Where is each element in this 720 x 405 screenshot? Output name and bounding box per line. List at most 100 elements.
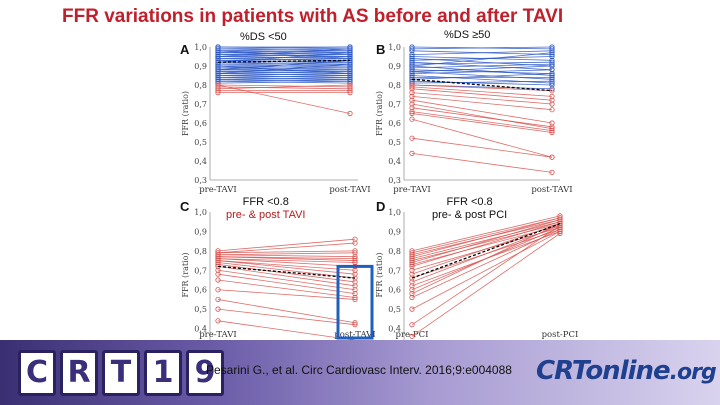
blue-series-line bbox=[217, 69, 351, 73]
logo-char: T bbox=[102, 350, 140, 396]
blue-series-line bbox=[217, 54, 351, 57]
red-series-point bbox=[409, 254, 415, 260]
blue-series-line bbox=[411, 63, 553, 69]
logo-char: 1 bbox=[144, 350, 182, 396]
blue-series-point bbox=[409, 69, 415, 75]
red-series-point bbox=[215, 250, 221, 256]
blue-series-point bbox=[549, 63, 555, 69]
red-series-point bbox=[409, 93, 415, 100]
blue-series-point bbox=[549, 53, 555, 60]
red-series-point bbox=[352, 296, 358, 303]
mean-line bbox=[217, 59, 351, 63]
red-series-line bbox=[411, 233, 561, 337]
red-series-line bbox=[217, 264, 356, 283]
panel-a-subtitle: %DS <50 bbox=[240, 31, 287, 43]
red-series-line bbox=[217, 260, 356, 271]
red-series-point bbox=[215, 318, 221, 324]
red-series-line bbox=[411, 217, 561, 254]
y-tick-label: 0,7 bbox=[194, 100, 207, 109]
red-series-line bbox=[411, 99, 553, 124]
y-tick-label: 0,6 bbox=[194, 119, 207, 128]
red-series-point bbox=[352, 259, 358, 266]
blue-series-line bbox=[411, 46, 553, 50]
x-tick-label: post-TAVI bbox=[334, 330, 375, 340]
red-series-point bbox=[549, 128, 555, 134]
blue-series-point bbox=[215, 67, 221, 73]
blue-series-point bbox=[347, 50, 353, 56]
red-series-line bbox=[411, 223, 561, 261]
blue-series-point bbox=[549, 80, 555, 86]
red-series-point bbox=[409, 261, 415, 268]
crtonline-brand[interactable]: CRTonline.org bbox=[536, 356, 717, 386]
red-series-line bbox=[217, 84, 351, 88]
y-tick-label: 0,3 bbox=[194, 176, 207, 185]
red-series-line bbox=[411, 92, 553, 105]
red-series-line bbox=[217, 299, 356, 324]
red-series-point bbox=[409, 252, 415, 258]
blue-series-line bbox=[217, 48, 351, 52]
y-tick-label: 0,7 bbox=[194, 266, 207, 275]
red-series-line bbox=[217, 252, 356, 256]
red-series-line bbox=[217, 289, 356, 300]
panel-b-letter: B bbox=[376, 42, 386, 57]
red-series-point bbox=[347, 82, 353, 88]
panel-b-subtitle: %DS ≥50 bbox=[444, 29, 491, 41]
red-series-point bbox=[215, 248, 221, 254]
y-tick-label: 1,0 bbox=[388, 208, 401, 217]
panel-c-subtitle-line2: pre- & post TAVI bbox=[226, 209, 306, 221]
red-series-point bbox=[549, 88, 555, 94]
red-series-point bbox=[549, 124, 555, 130]
x-tick-label: post-TAVI bbox=[329, 185, 370, 195]
y-tick-label: 0,6 bbox=[388, 286, 401, 295]
y-tick-label: 0,8 bbox=[388, 247, 401, 256]
red-series-point bbox=[409, 271, 415, 277]
blue-series-line bbox=[217, 48, 351, 57]
y-tick-label: 0,4 bbox=[194, 157, 207, 166]
logo-char: C bbox=[18, 350, 56, 396]
red-series-point bbox=[215, 271, 221, 277]
red-series-point bbox=[352, 279, 358, 285]
blue-series-line bbox=[217, 75, 351, 78]
red-series-point bbox=[352, 320, 358, 326]
red-series-point bbox=[549, 120, 555, 126]
x-tick-label: pre-TAVI bbox=[393, 185, 431, 195]
red-series-point bbox=[347, 110, 353, 117]
blue-series-line bbox=[217, 78, 351, 82]
red-series-point bbox=[409, 150, 415, 156]
red-series-line bbox=[411, 225, 561, 326]
red-series-point bbox=[409, 116, 415, 122]
red-series-line bbox=[411, 221, 561, 260]
panel-d-subtitle-line1: FFR <0.8 bbox=[446, 196, 493, 208]
red-series-line bbox=[411, 113, 553, 133]
red-series-point bbox=[352, 254, 358, 260]
red-series-line bbox=[411, 103, 553, 130]
blue-series-line bbox=[411, 65, 553, 73]
red-series-point bbox=[352, 250, 358, 256]
blue-series-point bbox=[215, 71, 221, 77]
red-series-point bbox=[215, 267, 221, 273]
red-series-line bbox=[411, 229, 561, 298]
red-series-point bbox=[409, 294, 415, 301]
red-series-point bbox=[347, 90, 353, 96]
red-series-line bbox=[411, 221, 561, 267]
brand-main: CRTonline bbox=[536, 356, 671, 386]
y-tick-label: 0,8 bbox=[194, 81, 207, 90]
red-series-point bbox=[409, 101, 415, 107]
red-series-point bbox=[352, 290, 358, 297]
panel-a-letter: A bbox=[180, 42, 190, 57]
y-tick-label: 0,9 bbox=[194, 62, 207, 71]
blue-series-point bbox=[549, 50, 555, 56]
red-series-line bbox=[411, 111, 553, 131]
red-series-point bbox=[215, 296, 221, 303]
blue-series-line bbox=[217, 52, 351, 55]
mean-line bbox=[217, 265, 356, 279]
red-series-line bbox=[411, 118, 553, 158]
blue-series-point bbox=[549, 71, 555, 77]
blue-series-point bbox=[549, 78, 555, 84]
citation: Pesarini G., et al. Circ Cardiovasc Inte… bbox=[206, 363, 512, 377]
blue-series-point bbox=[549, 44, 555, 50]
red-series-point bbox=[409, 287, 415, 293]
red-series-point bbox=[215, 84, 221, 90]
x-tick-label: pre-PCI bbox=[396, 330, 429, 340]
panel-c-letter: C bbox=[180, 199, 190, 214]
